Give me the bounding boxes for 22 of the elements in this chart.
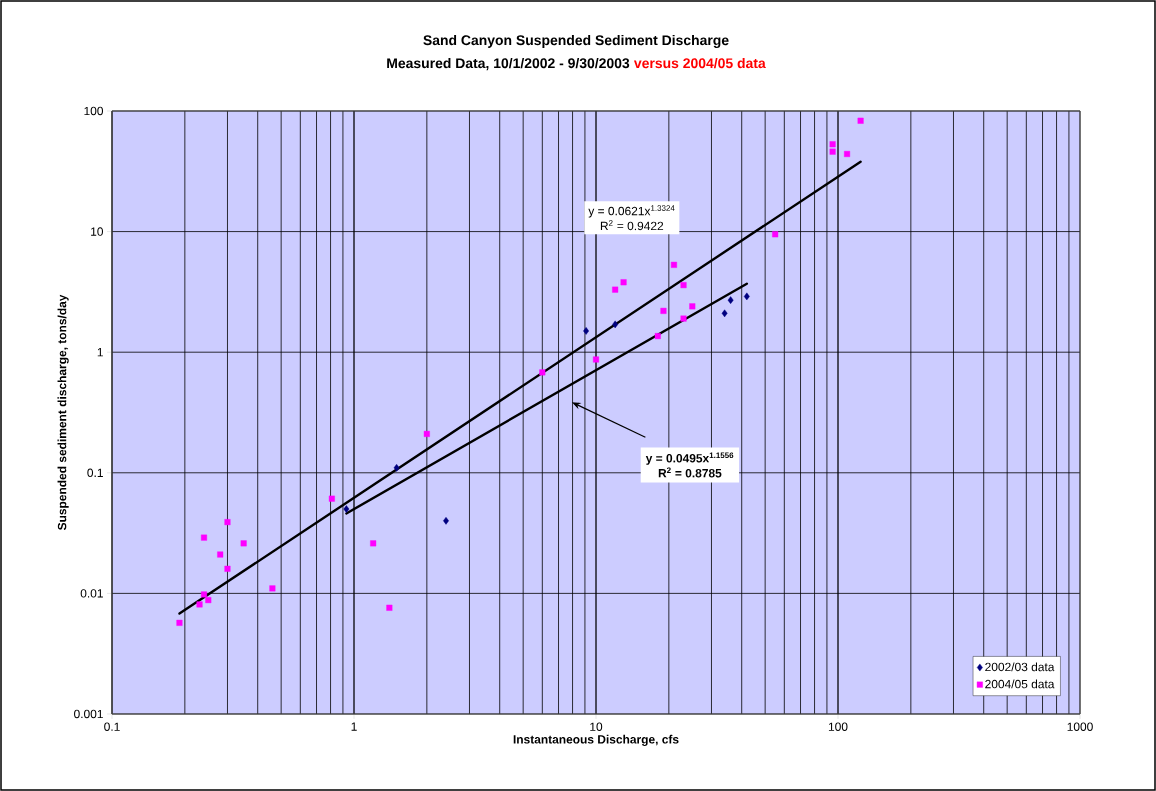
y-tick-label: 0.01	[80, 589, 103, 598]
text: versus 2004/05 data	[633, 57, 766, 69]
y-tick-label: 0.1	[87, 468, 103, 478]
annotation: y = 0.0621x$^{1.3324}$	[588, 205, 675, 218]
y-tick-label: 0.001	[74, 709, 103, 719]
annotation: R$^{2}$ = 0.9422	[600, 220, 664, 231]
y-axis-title: Suspended sediment discharge, tons/day	[57, 294, 69, 531]
legend-label: 2002/03 data	[985, 662, 1055, 672]
x-tick-label: 0.1	[104, 722, 120, 731]
annotation: y = 0.0495x$^{1.1556}$	[645, 452, 734, 465]
x-tick-label: 100	[828, 722, 848, 731]
y-tick-label: 1	[97, 348, 103, 357]
x-tick-label: 1	[351, 722, 357, 731]
y-tick-label: 10	[91, 227, 104, 236]
chart-title: Sand Canyon Suspended Sediment Discharge	[423, 34, 729, 48]
x-axis-title: Instantaneous Discharge, cfs	[513, 734, 679, 747]
legend-label: 2004/05 data	[985, 679, 1055, 689]
chart-subtitle: Measured Data, 10/1/2002 - 9/30/2003	[387, 57, 630, 71]
x-tick-label: 1000	[1067, 722, 1093, 731]
y-tick-label: 100	[84, 106, 104, 116]
annotation: R$^{2}$ = 0.8785	[658, 467, 722, 478]
x-tick-label: 10	[590, 722, 603, 731]
